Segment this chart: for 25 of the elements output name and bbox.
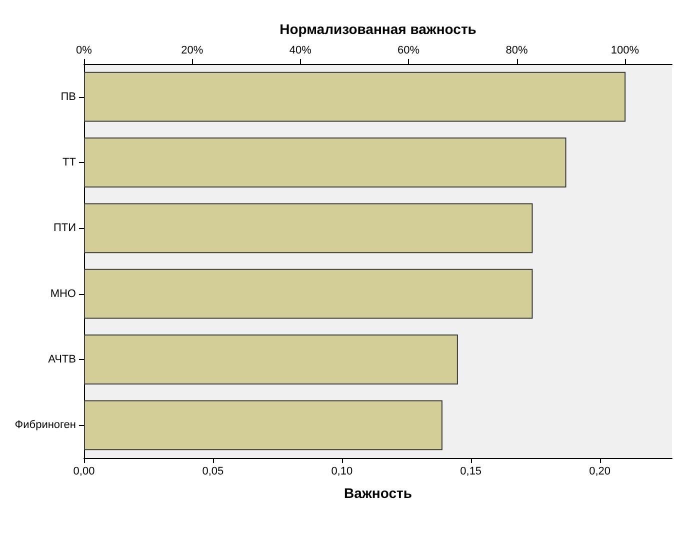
bar	[84, 334, 458, 384]
y-tick-label: ПТИ	[53, 222, 76, 234]
x2-tick-label: 40%	[289, 44, 312, 56]
y-tick-label: ТТ	[62, 156, 76, 168]
bar	[84, 400, 442, 450]
x2-tick-label: 80%	[506, 44, 528, 56]
x-tick-label: 0,00	[73, 466, 95, 478]
x-tick-label: 0,05	[202, 466, 224, 478]
x-tick-label: 0,10	[331, 466, 353, 478]
bar	[84, 138, 566, 188]
x-axis-title: Важность	[344, 485, 412, 501]
x2-tick-label: 100%	[610, 44, 640, 56]
x2-tick-label: 0%	[76, 44, 92, 56]
bar	[84, 72, 626, 122]
x-tick-label: 0,15	[460, 466, 482, 478]
y-tick-label: МНО	[50, 288, 76, 300]
x2-tick-label: 20%	[181, 44, 204, 56]
y-tick-label: АЧТВ	[48, 354, 76, 366]
y-tick-label: Фибриноген	[14, 419, 76, 432]
x-tick-label: 0,20	[589, 466, 610, 478]
bar	[84, 268, 533, 319]
y-tick-label: ПВ	[60, 90, 76, 103]
x2-axis-title: Нормализованная важность	[280, 21, 477, 37]
bar	[84, 203, 533, 254]
x2-tick-label: 60%	[398, 44, 420, 56]
